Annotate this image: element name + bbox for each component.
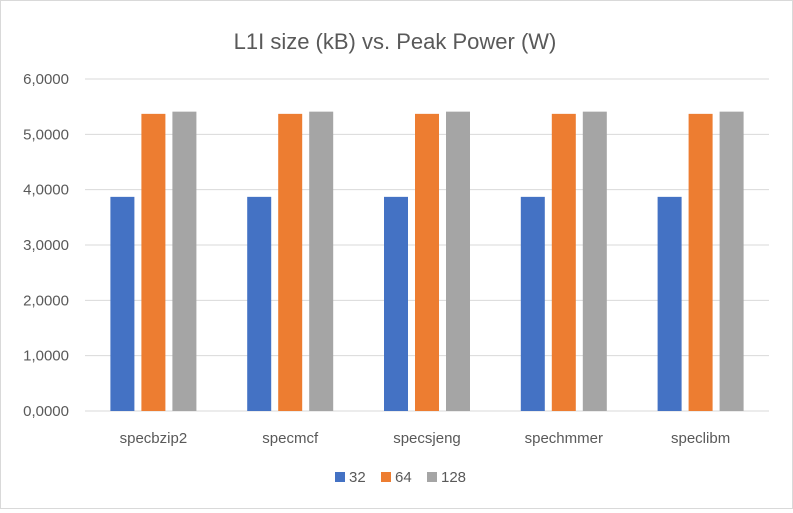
y-tick-label: 1,0000: [23, 348, 69, 365]
legend-swatch-32: [335, 472, 345, 482]
y-tick-label: 3,0000: [23, 237, 69, 254]
y-tick-label: 6,0000: [23, 71, 69, 88]
bar-speclibm-128: [719, 111, 744, 411]
bar-specmcf-64: [278, 113, 303, 412]
y-tick-label: 0,0000: [23, 403, 69, 420]
bar-specsjeng-64: [415, 113, 439, 412]
y-tick-label: 5,0000: [23, 126, 69, 143]
bar-spechmmer-64: [551, 113, 576, 412]
legend-label-128: 128: [441, 469, 466, 486]
bar-specmcf-128: [309, 111, 334, 411]
legend-label-32: 32: [349, 469, 366, 486]
bar-spechmmer-128: [582, 111, 607, 411]
bar-specsjeng-32: [384, 196, 408, 411]
x-axis-ticks: specbzip2 specmcf specsjeng spechmmer specli…: [120, 430, 731, 447]
bar-specsjeng-128: [446, 111, 470, 411]
x-tick-label: specsjeng: [393, 430, 461, 447]
legend: 32 64 128: [335, 469, 466, 486]
bar-specmcf-32: [247, 196, 272, 411]
legend-swatch-64: [381, 472, 391, 482]
y-axis-ticks: 0,0000 1,0000 2,0000 3,0000 4,0000 5,0000 6,00…: [23, 71, 69, 420]
x-tick-label: specmcf: [262, 430, 319, 447]
x-tick-label: spechmmer: [525, 430, 603, 447]
chart-title: L1I size (kB) vs. Peak Power (W): [234, 29, 557, 54]
x-tick-label: specbzip2: [120, 430, 188, 447]
y-tick-label: 2,0000: [23, 292, 69, 309]
bar-speclibm-32: [657, 196, 682, 411]
y-tick-label: 4,0000: [23, 182, 69, 199]
legend-label-64: 64: [395, 469, 412, 486]
bar-speclibm-64: [688, 113, 713, 412]
x-tick-label: speclibm: [671, 430, 730, 447]
bar-specbzip2-64: [141, 113, 166, 412]
bar-specbzip2-128: [172, 111, 197, 411]
bar-spechmmer-32: [520, 196, 545, 411]
bar-specbzip2-32: [110, 196, 135, 411]
legend-swatch-128: [427, 472, 437, 482]
bars: [110, 111, 744, 412]
